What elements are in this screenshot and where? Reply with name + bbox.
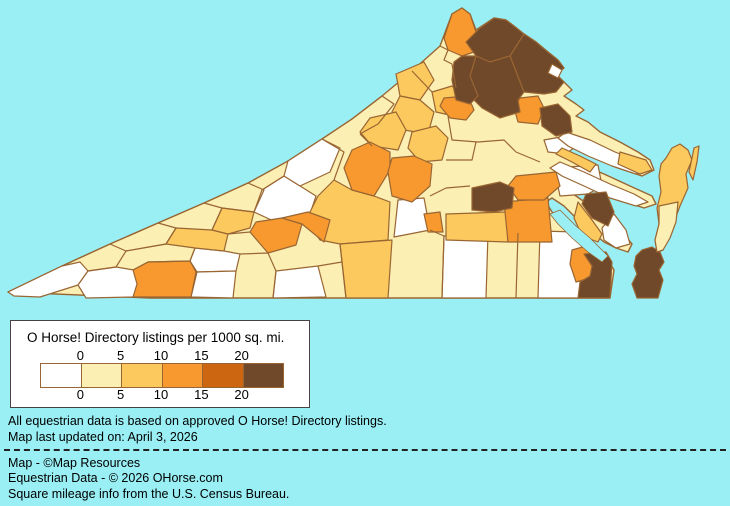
county-lynchburg — [423, 211, 444, 233]
county-washington — [132, 260, 197, 298]
county-grayson — [190, 270, 237, 299]
county-boundary-line — [261, 175, 285, 191]
county-essex-sliver — [555, 147, 597, 173]
county-richmond-city — [471, 181, 515, 213]
county-boundary-line — [447, 115, 517, 153]
legend-tick-label: 5 — [117, 387, 125, 402]
legend-ramp-swatch-3 — [161, 364, 202, 387]
legend-tick-label: 10 — [153, 387, 169, 402]
county-virginia-beach — [631, 246, 665, 299]
county-northern-neck-tip — [617, 151, 653, 175]
legend-ramp-swatch-4 — [202, 364, 243, 387]
county-boundary-line — [429, 229, 445, 299]
county-boundary-line — [411, 70, 433, 93]
note-data-source: All equestrian data is based on approved… — [8, 414, 387, 428]
county-boundary-line — [439, 45, 457, 89]
legend-box: O Horse! Directory listings per 1000 sq.… — [10, 320, 310, 408]
county-boundary-line — [515, 151, 541, 163]
legend-ramp-swatch-0 — [41, 364, 81, 387]
island-sliver — [688, 145, 700, 181]
county-boundary-line — [239, 252, 277, 299]
county-boundary-line — [321, 138, 345, 181]
county-boundary-line — [125, 243, 167, 252]
note-last-updated: Map last updated on: April 3, 2026 — [8, 430, 198, 444]
county-james-city — [581, 191, 615, 227]
credit-equestrian-data: Equestrian Data - © 2026 OHorse.com — [8, 471, 223, 485]
legend-title: O Horse! Directory listings per 1000 sq.… — [27, 330, 285, 345]
county-scott — [77, 266, 139, 299]
county-nottoway — [445, 211, 509, 243]
county-shenandoah — [395, 61, 435, 101]
county-boundary-line — [359, 133, 373, 147]
credit-square-mileage: Square mileage info from the U.S. Census… — [8, 487, 290, 501]
legend-tick-label: 0 — [76, 348, 84, 363]
credit-map: Map - ©Map Resources — [8, 456, 141, 470]
legend-ramp-swatch-5 — [242, 364, 283, 387]
legend-tick-label: 5 — [117, 348, 125, 363]
legend-ramp-swatch-2 — [121, 364, 162, 387]
county-boundary-line — [429, 185, 471, 197]
legend-ramp — [40, 363, 284, 388]
legend-tick-label: 10 — [153, 348, 169, 363]
county-louisa — [387, 155, 433, 203]
dashed-separator — [4, 449, 726, 451]
county-pittsylvania — [339, 239, 393, 299]
county-chesapeake — [577, 251, 613, 299]
county-charlotte — [441, 232, 489, 299]
legend-tick-label: 20 — [234, 387, 249, 402]
county-boundary-line — [132, 247, 196, 271]
county-fauquier — [451, 55, 479, 105]
legend-ticks-top: 0 5 10 15 20 — [11, 348, 309, 363]
county-boundary-line — [339, 243, 343, 263]
county-boundary-line — [157, 202, 223, 231]
county-northampton — [654, 201, 679, 253]
legend-tick-label: 15 — [194, 348, 209, 363]
county-patrick — [272, 265, 327, 299]
county-montgomery — [281, 211, 331, 243]
legend-ticks-bottom: 0 5 10 15 20 — [11, 387, 309, 402]
legend-tick-label: 20 — [234, 348, 249, 363]
james-river — [549, 209, 609, 263]
legend-ramp-swatch-1 — [80, 364, 121, 387]
peninsula-middle — [549, 161, 649, 207]
county-boundary-line — [351, 95, 395, 135]
legend-tick-label: 0 — [76, 387, 84, 402]
legend-tick-label: 15 — [194, 387, 209, 402]
county-boundary-line — [446, 141, 477, 161]
county-orange — [343, 141, 391, 197]
county-stafford — [539, 103, 573, 137]
county-arlington-notch — [547, 63, 563, 79]
county-boundary-line — [227, 231, 251, 235]
county-boundary-line — [203, 182, 265, 213]
county-boundary-line — [515, 232, 519, 299]
